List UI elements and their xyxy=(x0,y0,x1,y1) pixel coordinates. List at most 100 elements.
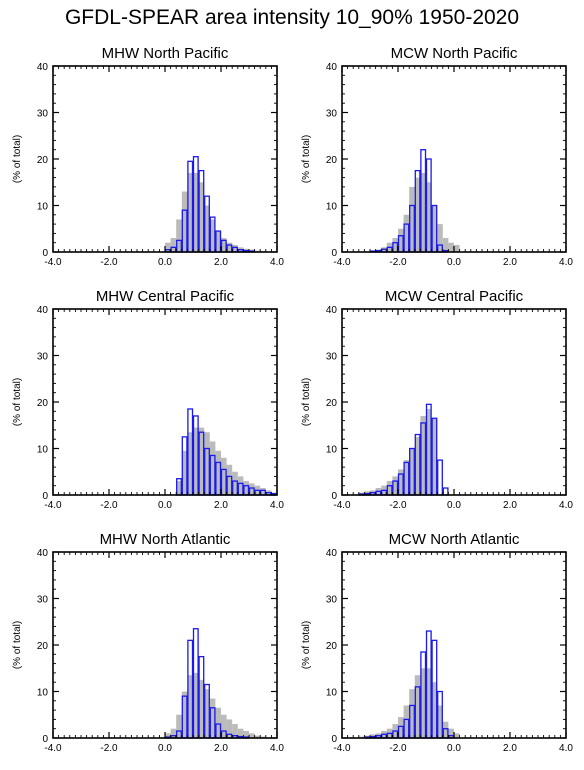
gray-bar xyxy=(426,668,432,738)
gray-bar xyxy=(420,415,426,495)
gray-bar xyxy=(226,242,233,252)
gray-bar xyxy=(249,483,255,495)
gray-bar xyxy=(221,457,227,495)
x-tick-label: -4.0 xyxy=(44,257,62,268)
gray-bar xyxy=(215,231,221,252)
gray-bar xyxy=(414,177,421,252)
x-tick-label: 2.0 xyxy=(503,257,517,268)
y-tick-label: 40 xyxy=(37,548,49,559)
gray-bar xyxy=(204,205,210,252)
gray-bar xyxy=(221,238,227,252)
x-tick-label: 0.0 xyxy=(447,257,461,268)
plot-frame xyxy=(341,551,567,739)
gray-bar xyxy=(249,733,255,738)
gray-bar xyxy=(187,675,193,738)
gray-bar xyxy=(204,689,210,738)
gray-bar xyxy=(181,450,188,495)
panel-3: MHW Central Pacific -4.0 -2.0 0.0 2.0 4.0 0 10 2… xyxy=(12,288,284,511)
x-tick-label: 4.0 xyxy=(559,257,573,268)
gray-bar xyxy=(187,432,193,495)
gray-bar xyxy=(209,698,216,738)
gray-bar xyxy=(187,172,193,252)
x-tick-label: 4.0 xyxy=(559,743,573,754)
x-tick-label: -4.0 xyxy=(44,743,62,754)
gray-bar xyxy=(232,471,238,495)
x-tick-label: 2.0 xyxy=(503,500,517,511)
y-tick-label: 10 xyxy=(326,688,338,699)
y-tick-label: 20 xyxy=(37,155,49,166)
panel-title: MCW Central Pacific xyxy=(385,288,524,305)
y-tick-label: 20 xyxy=(326,155,338,166)
gray-bar xyxy=(221,714,227,738)
gray-bar xyxy=(209,219,216,252)
gray-bar xyxy=(237,476,244,495)
gray-bar xyxy=(232,724,238,738)
x-tick-label: -4.0 xyxy=(333,743,351,754)
gray-bar xyxy=(165,242,171,252)
y-tick-label: 10 xyxy=(326,445,338,456)
gray-bar xyxy=(398,228,404,252)
gray-bar xyxy=(198,679,205,738)
gray-bar xyxy=(448,728,454,738)
x-tick-label: 0.0 xyxy=(447,743,461,754)
gray-bar xyxy=(448,242,454,252)
y-tick-label: 0 xyxy=(42,491,48,502)
gray-bar xyxy=(176,714,182,738)
y-tick-label: 20 xyxy=(37,398,49,409)
panel-title: MCW North Atlantic xyxy=(389,531,520,548)
y-tick-label: 0 xyxy=(42,248,48,259)
gray-bar xyxy=(403,705,410,738)
gray-bar xyxy=(398,717,404,738)
x-tick-label: -2.0 xyxy=(100,500,118,511)
x-tick-label: 2.0 xyxy=(503,743,517,754)
gray-bar xyxy=(232,245,238,252)
x-tick-label: 4.0 xyxy=(559,500,573,511)
gray-bar xyxy=(181,191,188,252)
gray-bar xyxy=(260,488,266,495)
gray-bar xyxy=(414,675,421,738)
x-tick-label: -2.0 xyxy=(100,257,118,268)
x-tick-label: 0.0 xyxy=(158,743,172,754)
y-axis-label: (% of total) xyxy=(301,135,312,183)
gray-bar xyxy=(254,735,261,738)
gray-bar xyxy=(442,721,449,738)
gray-bar xyxy=(426,182,432,252)
panel-4: MCW Central Pacific -4.0 -2.0 0.0 2.0 4.0 0 10 2… xyxy=(301,288,573,511)
gray-bar xyxy=(409,186,415,252)
gray-bar xyxy=(243,481,249,495)
y-tick-label: 10 xyxy=(326,202,338,213)
y-tick-label: 40 xyxy=(326,305,338,316)
gray-bar xyxy=(226,719,233,738)
y-tick-label: 20 xyxy=(326,398,338,409)
gray-bar xyxy=(403,214,410,252)
y-tick-label: 10 xyxy=(37,202,49,213)
gray-bar xyxy=(454,733,460,738)
gray-bar xyxy=(414,436,421,495)
gray-bar xyxy=(226,464,233,495)
panel-title: MHW Central Pacific xyxy=(96,288,235,305)
gray-bar xyxy=(209,441,216,495)
x-tick-label: -2.0 xyxy=(389,743,407,754)
y-tick-label: 30 xyxy=(37,595,49,606)
gray-bar xyxy=(193,672,199,738)
y-tick-label: 0 xyxy=(331,248,337,259)
y-tick-label: 0 xyxy=(42,734,48,745)
y-tick-label: 30 xyxy=(37,352,49,363)
y-tick-label: 0 xyxy=(331,734,337,745)
panel-5: MHW North Atlantic -4.0 -2.0 0.0 2.0 4.0 0 10 20… xyxy=(12,531,284,754)
panel-6: MCW North Atlantic -4.0 -2.0 0.0 2.0 4.0 0 10 20… xyxy=(301,531,573,754)
gray-bar xyxy=(181,691,188,738)
gray-bar xyxy=(431,682,438,738)
gray-bar xyxy=(437,224,443,252)
x-tick-label: 0.0 xyxy=(447,500,461,511)
gray-bar xyxy=(204,432,210,495)
plot-frame xyxy=(52,551,278,739)
gray-bar xyxy=(403,460,410,495)
y-axis-label: (% of total) xyxy=(12,621,23,669)
x-tick-label: 4.0 xyxy=(270,500,284,511)
gray-bar xyxy=(176,481,182,495)
figure-title: GFDL-SPEAR area intensity 10_90% 1950-20… xyxy=(64,6,520,29)
gray-bar xyxy=(176,219,182,252)
gray-bar xyxy=(431,205,438,252)
panel-title: MCW North Pacific xyxy=(391,45,518,62)
